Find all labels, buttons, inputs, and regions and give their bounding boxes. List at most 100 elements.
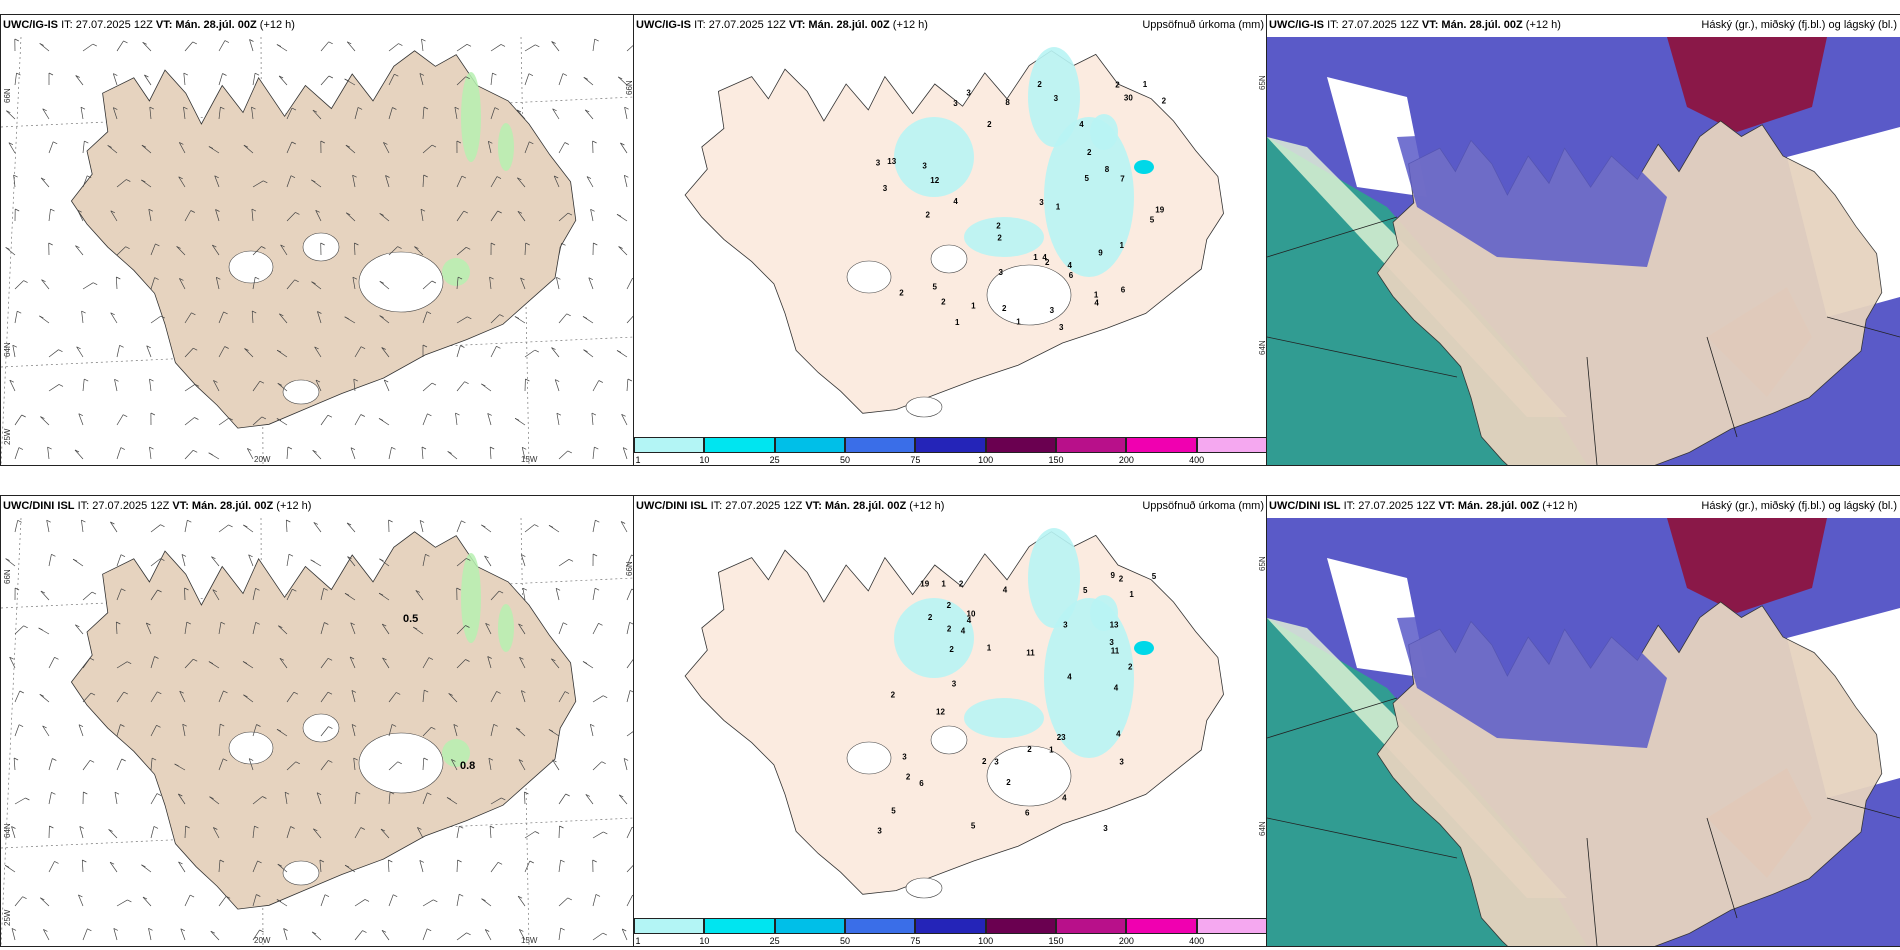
wind-barb [558,793,566,805]
wind-value-b: 0.8 [460,760,476,772]
wind-barb [82,43,94,52]
wind-barb-flag [155,243,160,247]
wind-barb-flag [14,587,20,591]
wind-barb-flag [182,723,187,727]
wind-barb-flag [582,316,588,319]
wind-barb [489,446,492,460]
wind-barb-flag [53,141,58,145]
wind-barb [456,76,466,86]
wind-barb [354,107,359,120]
wind-barb-flag [567,897,572,901]
grid-line [1826,797,1900,819]
wind-barb [279,313,288,324]
wind-barb [588,277,594,290]
wind-barb-flag [594,38,599,42]
precip-value: 2 [1162,97,1167,106]
wind-barb [490,107,496,120]
wind-barb [311,931,322,941]
wind-barb-flag [431,726,436,730]
wind-barb-flag [455,412,460,416]
wind-barb [387,859,390,873]
wind-barb [252,73,256,86]
wind-barb-flag [521,690,526,693]
precip-patch [498,123,514,171]
wind-barb [48,349,59,358]
wind-barb-flag [564,142,569,145]
glacier [986,745,1072,807]
wind-barb-flag [466,558,471,561]
wind-barb-flag [144,74,149,78]
colorbar: 1 10 25 50 75 100 150 200 400 [634,918,1267,946]
wind-barb [558,825,560,839]
colorbar-swatch [774,918,845,934]
wind-barb [385,175,390,188]
wind-barb [558,897,569,907]
wind-barb [116,691,125,703]
wind-barb-flag [178,861,183,865]
wind-barb-flag [391,724,397,727]
wind-barb [524,73,530,86]
wind-barb-flag [464,381,469,385]
wind-barb-flag [497,861,503,865]
precip-area [964,698,1044,738]
panel-wind-bottom: UWC/DINI ISL IT: 27.07.2025 12Z VT: Mán.… [0,495,635,947]
wind-barb-flag [362,930,367,933]
wind-barb-flag [193,658,198,662]
wind-barb-flag [498,590,504,594]
wind-barb [456,659,466,669]
wind-barb-flag [149,446,154,450]
wind-barb-flag [220,723,225,727]
wind-barb-flag [186,621,191,625]
precip-value: 2 [1002,304,1007,313]
wind-barb-flag [344,592,350,596]
wind-barb-flag [251,208,257,212]
wind-barb-flag [120,447,125,450]
precip-value: 5 [1085,174,1090,183]
wind-barb [144,74,152,86]
wind-barb [617,76,628,86]
wind-barb-flag [223,758,228,762]
wind-barb-flag [279,313,284,317]
wind-barb [42,108,50,120]
precip-patch [442,258,470,286]
colorbar-swatch [1056,918,1127,934]
wind-barb-flag [193,449,198,453]
wind-barb [320,691,329,703]
wind-barb [184,622,188,635]
wind-barb-flag [256,724,261,727]
wind-barb [312,450,322,460]
wind-barb [243,694,254,703]
wind-barb-flag [113,73,118,76]
wind-barb-flag [125,246,130,250]
wind-barb-flag [586,176,592,179]
wind-barb [210,930,220,941]
wind-barb [81,520,84,533]
wind-barb [320,414,329,426]
wind-barb-flag [423,757,428,761]
wind-barb [115,621,118,635]
glacier [358,251,444,313]
wind-barb [354,346,362,358]
colorbar-tick: 10 [699,455,710,465]
lon-label-20w: 20W [254,936,271,945]
wind-barb [115,276,118,290]
wind-barb-flag [561,242,566,246]
wind-barb [517,895,526,907]
wind-barb-flag [485,622,490,626]
wind-barb [552,108,560,120]
precip-value: 4 [1067,673,1072,682]
wind-barb [456,44,468,52]
wind-barb [490,691,497,703]
wind-barb [82,591,93,601]
wind-barb-flag [459,825,464,829]
colorbar-tick: 75 [910,455,921,465]
colorbar-tick: 150 [1048,455,1064,465]
high-cloud-over-land [1397,127,1667,267]
precip-value: 3 [1119,757,1124,766]
lon-label-20w: 20W [254,455,271,464]
wind-barb [252,724,257,737]
wind-barb-flag [291,141,296,145]
wind-barb [218,690,224,703]
wind-barb-flag [378,592,384,596]
